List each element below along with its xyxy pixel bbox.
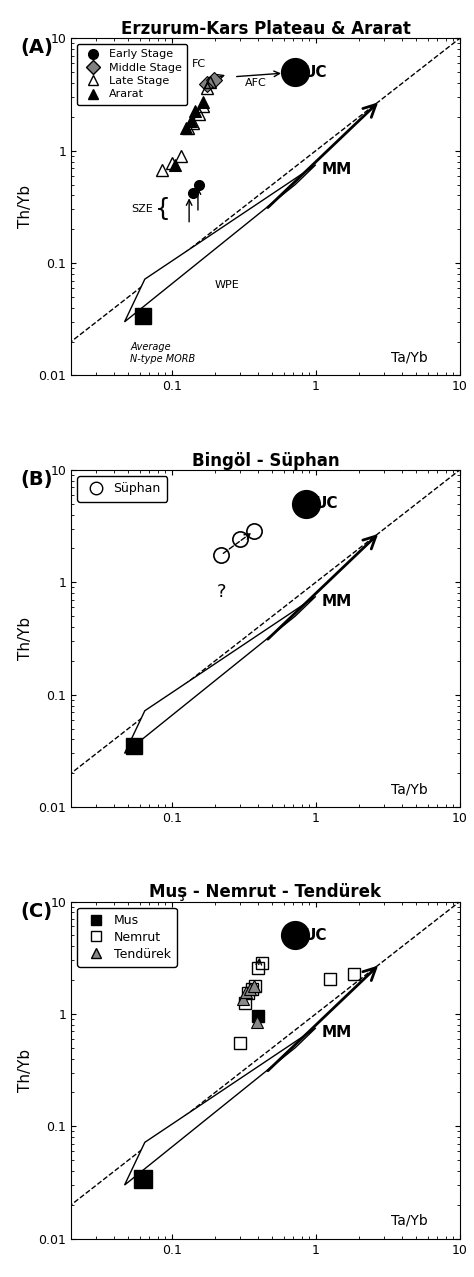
- Y-axis label: Th/Yb: Th/Yb: [18, 1048, 33, 1092]
- Legend: Süphan: Süphan: [77, 476, 167, 502]
- Y-axis label: Th/Yb: Th/Yb: [18, 617, 33, 660]
- Text: UC: UC: [304, 928, 328, 942]
- Y-axis label: Th/Yb: Th/Yb: [18, 185, 33, 229]
- Text: SZE: SZE: [131, 204, 153, 215]
- Legend: Early Stage, Middle Stage, Late Stage, Ararat: Early Stage, Middle Stage, Late Stage, A…: [77, 43, 187, 105]
- Title: Bingöl - Süphan: Bingöl - Süphan: [191, 452, 339, 470]
- Title: Erzurum-Kars Plateau & Ararat: Erzurum-Kars Plateau & Ararat: [120, 20, 410, 38]
- Text: UC: UC: [314, 497, 338, 511]
- Text: MM: MM: [322, 1025, 352, 1041]
- Text: Ta/Yb: Ta/Yb: [391, 1214, 428, 1227]
- Text: (B): (B): [20, 470, 53, 489]
- Text: MM: MM: [322, 162, 352, 178]
- Title: Muş - Nemrut - Tendürek: Muş - Nemrut - Tendürek: [149, 884, 382, 902]
- Legend: Mus, Nemrut, Tendürek: Mus, Nemrut, Tendürek: [77, 908, 177, 967]
- Text: AFC: AFC: [245, 78, 266, 88]
- Text: (A): (A): [20, 38, 54, 57]
- Text: Average
N-type MORB: Average N-type MORB: [130, 342, 196, 364]
- Text: FC: FC: [192, 59, 206, 69]
- Text: {: {: [155, 198, 171, 221]
- Text: (C): (C): [20, 902, 53, 921]
- Text: WPE: WPE: [215, 280, 240, 290]
- Polygon shape: [125, 165, 316, 322]
- Polygon shape: [125, 1028, 316, 1185]
- Text: ?: ?: [216, 584, 226, 601]
- Text: MM: MM: [322, 594, 352, 609]
- Polygon shape: [125, 596, 316, 753]
- Text: Ta/Yb: Ta/Yb: [391, 783, 428, 796]
- Text: UC: UC: [304, 65, 328, 79]
- Text: Ta/Yb: Ta/Yb: [391, 351, 428, 365]
